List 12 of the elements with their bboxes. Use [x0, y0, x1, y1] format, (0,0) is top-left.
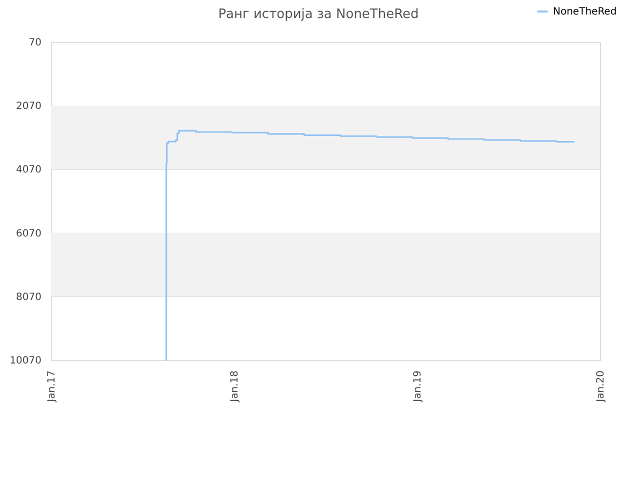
- y-tick-label: 2070: [16, 101, 42, 112]
- y-tick-label: 8070: [16, 292, 42, 303]
- x-tick-label: Jan.19: [412, 370, 424, 403]
- legend-label: NoneTheRed: [553, 6, 617, 18]
- y-tick-label: 4070: [16, 164, 42, 176]
- x-tick-label: Jan.20: [596, 370, 606, 403]
- y-tick-label: 10070: [10, 356, 42, 366]
- chart-title: Ранг историја за NoneTheRed: [218, 7, 419, 22]
- y-tick-label: 70: [28, 38, 42, 48]
- x-tick-label: Jan.18: [230, 370, 240, 403]
- x-tick-label: Jan.17: [46, 370, 58, 403]
- y-tick-label: 6070: [16, 228, 42, 240]
